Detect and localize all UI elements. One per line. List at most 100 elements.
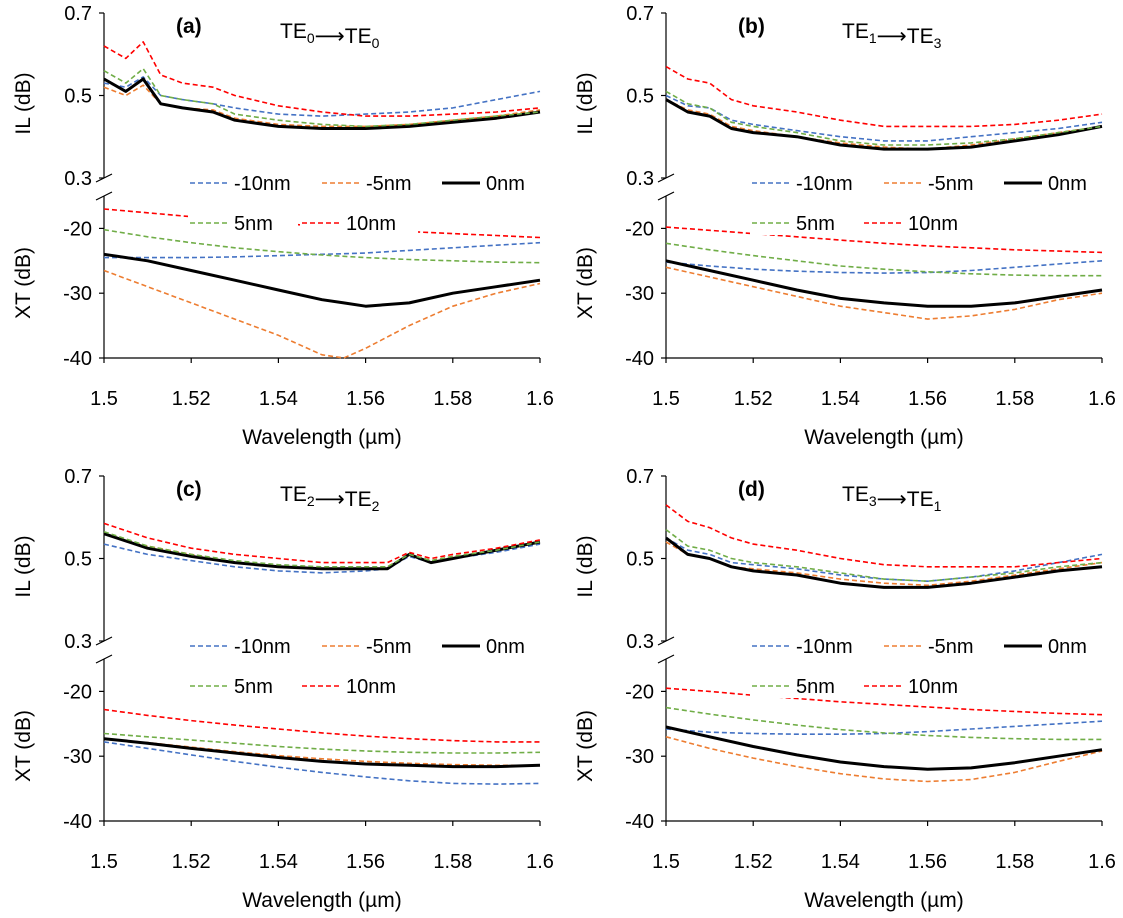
xt-y-tick-label: -30 <box>63 746 92 768</box>
il-y-axis-title: IL (dB) <box>12 535 35 597</box>
il-y-tick-label: 0.7 <box>626 3 654 25</box>
xt-series-0nm <box>665 259 1103 308</box>
xt-y-tick-label: -40 <box>63 811 92 833</box>
x-tick-label: 1.52 <box>172 388 211 410</box>
xt-series-5nm <box>103 228 541 264</box>
panel-title: TE3⟶TE1 <box>842 483 942 514</box>
x-tick-label: 1.52 <box>734 851 773 873</box>
panel-title: TE1⟶TE3 <box>842 20 942 51</box>
panel-label: (c) <box>176 478 202 501</box>
legend-item-background <box>188 209 298 235</box>
axis-break-mark <box>657 654 675 664</box>
xt-y-tick-label: -20 <box>63 218 92 240</box>
xt-series-0nm <box>665 725 1103 771</box>
legend-label-m10nm: -10nm <box>234 636 291 658</box>
x-tick-label: 1.56 <box>346 851 385 873</box>
legend-label-0nm: 0nm <box>486 636 525 658</box>
panel-label: (d) <box>738 478 765 501</box>
xt-y-tick-label: -20 <box>625 681 654 703</box>
title-text: TE <box>907 488 934 511</box>
x-tick-label: 1.5 <box>90 388 118 410</box>
legend-item-background <box>188 672 298 698</box>
legend-item-background <box>882 169 1000 195</box>
legend-item-background <box>300 672 418 698</box>
legend-label-5nm: 5nm <box>234 213 273 235</box>
title-subscript: 3 <box>869 493 877 509</box>
axis-break-mark <box>95 191 113 201</box>
il-series-m5nm <box>665 98 1103 150</box>
il-series-0nm <box>665 536 1103 589</box>
xt-series-5nm <box>665 242 1102 277</box>
xt-y-tick-label: -40 <box>63 348 92 370</box>
legend-item-background <box>320 632 438 658</box>
title-subscript: 0 <box>372 35 380 51</box>
legend-label-m10nm: -10nm <box>796 173 853 195</box>
x-tick-label: 1.5 <box>652 851 680 873</box>
legend-item-background <box>300 209 418 235</box>
legend-label-m5nm: -5nm <box>928 173 974 195</box>
legend-label-m10nm: -10nm <box>796 636 853 658</box>
il-series-m10nm <box>103 76 541 117</box>
xt-y-tick-label: -30 <box>625 746 654 768</box>
xt-series-m10nm <box>665 260 1103 274</box>
il-series-0nm <box>103 532 541 571</box>
il-y-tick-label: 0.7 <box>64 466 92 488</box>
xt-series-0nm <box>103 737 541 769</box>
x-tick-label: 1.58 <box>995 388 1034 410</box>
legend-item-background <box>882 632 1000 658</box>
il-y-tick-label: 0.5 <box>626 86 654 108</box>
legend-item-background <box>188 632 318 658</box>
xt-series-10nm <box>665 687 1103 716</box>
legend-label-10nm: 10nm <box>908 213 958 235</box>
x-tick-label: 1.54 <box>259 851 298 873</box>
legend-label-0nm: 0nm <box>486 173 525 195</box>
il-y-tick-label: 0.3 <box>626 168 654 190</box>
il-series-0nm <box>665 98 1103 151</box>
xt-y-tick-label: -30 <box>63 283 92 305</box>
panel-b: 0.3 0.5 0.7 -40 -30 -20 1.5 1.52 1.54 1.56 1.58 1.6… <box>574 3 1116 449</box>
x-tick-label: 1.56 <box>908 388 947 410</box>
il-series-10nm <box>665 504 1103 568</box>
title-text: TE <box>280 483 307 506</box>
x-tick-label: 1.5 <box>90 851 118 873</box>
legend-label-0nm: 0nm <box>1048 636 1087 658</box>
panel-c: 0.3 0.5 0.7 -40 -30 -20 1.5 1.52 1.54 1.56 1.58 1.6… <box>12 466 554 912</box>
xt-series-5nm <box>665 706 1102 741</box>
title-text: TE <box>280 20 307 43</box>
x-tick-label: 1.54 <box>821 851 860 873</box>
x-axis-title: Wavelength (µm) <box>804 889 964 912</box>
legend-item-background <box>862 209 980 235</box>
x-axis-title: Wavelength (µm) <box>804 426 964 449</box>
legend-label-10nm: 10nm <box>908 676 958 698</box>
x-tick-label: 1.54 <box>259 388 298 410</box>
x-tick-label: 1.58 <box>433 388 472 410</box>
title-subscript: 2 <box>307 493 315 509</box>
xt-series-5nm <box>103 732 541 754</box>
title-subscript: 1 <box>934 498 942 514</box>
il-series-m10nm <box>665 537 1103 582</box>
xt-series-10nm <box>103 708 540 743</box>
legend-label-10nm: 10nm <box>346 213 396 235</box>
title-text: TE <box>842 20 869 43</box>
title-text: TE <box>345 488 372 511</box>
il-y-axis-title: IL (dB) <box>12 72 35 134</box>
axis-break-mark <box>95 654 113 664</box>
il-y-axis-title: IL (dB) <box>574 72 597 134</box>
panel-label: (b) <box>738 15 765 38</box>
xt-series-m10nm <box>103 741 541 785</box>
legend-label-m10nm: -10nm <box>234 173 291 195</box>
title-text: TE <box>842 483 869 506</box>
xt-series-0nm <box>103 252 541 308</box>
title-subscript: 2 <box>372 498 380 514</box>
panel-label: (a) <box>176 15 202 38</box>
il-series-10nm <box>103 41 541 117</box>
xt-y-tick-label: -40 <box>625 348 654 370</box>
il-series-0nm <box>103 77 541 130</box>
xt-series-m5nm <box>665 266 1103 320</box>
xt-y-axis-title: XT (dB) <box>12 710 35 782</box>
il-y-tick-label: 0.7 <box>64 3 92 25</box>
legend-label-0nm: 0nm <box>1048 173 1087 195</box>
xt-series-10nm <box>665 226 1103 254</box>
il-y-axis-title: IL (dB) <box>574 535 597 597</box>
